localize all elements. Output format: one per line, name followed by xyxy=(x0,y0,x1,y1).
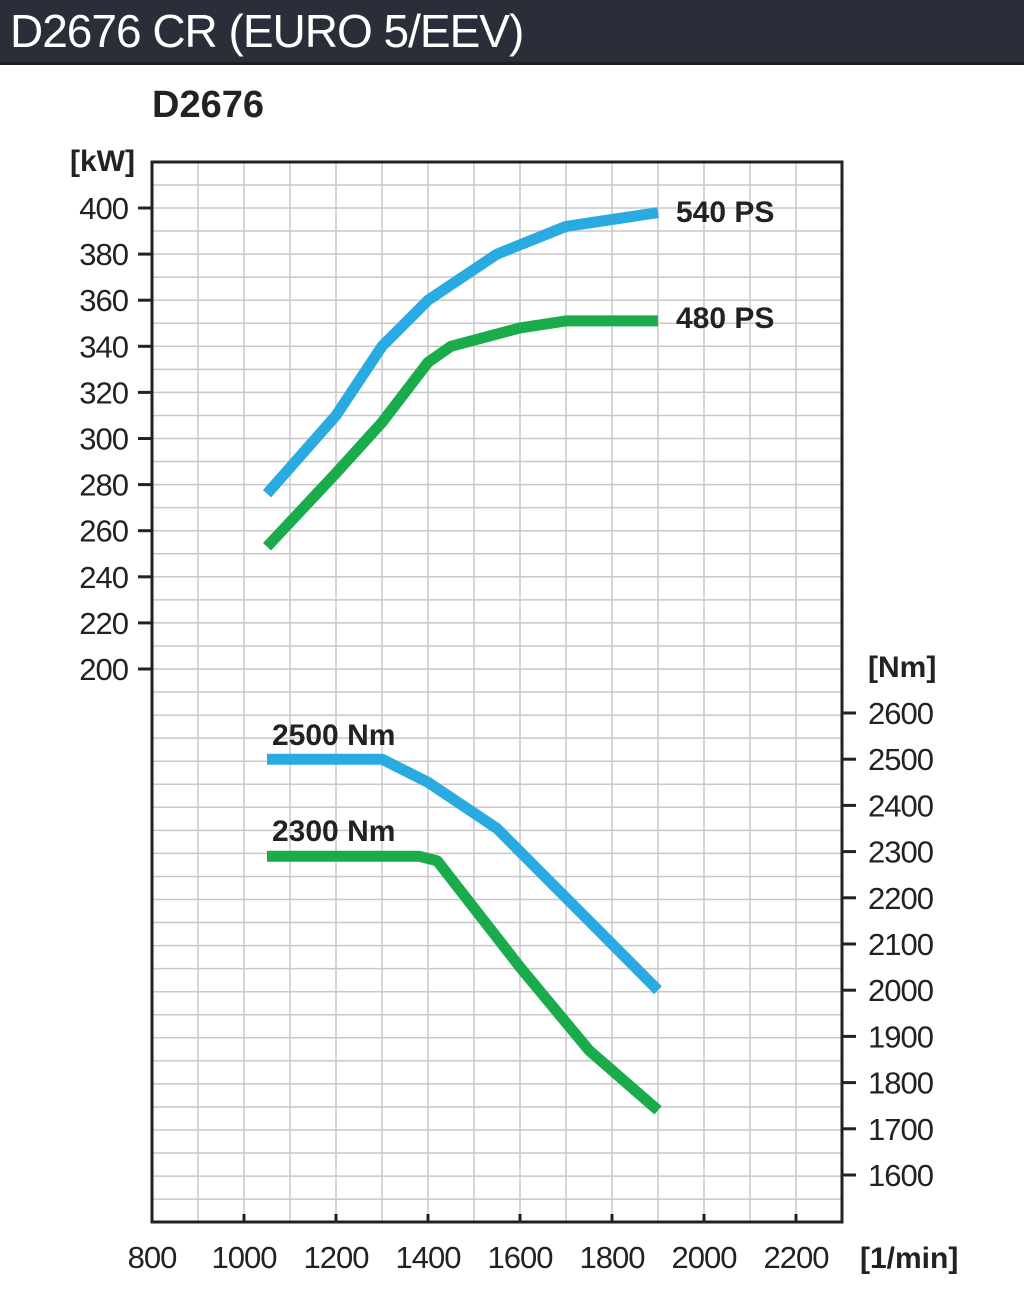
right-tick-label: 1900 xyxy=(868,1019,934,1054)
left-tick-label: 280 xyxy=(79,468,128,503)
x-tick-label: 1800 xyxy=(580,1240,646,1275)
left-tick-label: 360 xyxy=(79,283,128,318)
series-line-480-ps xyxy=(262,315,658,551)
right-tick-label: 1800 xyxy=(868,1066,934,1101)
right-tick-label: 1700 xyxy=(868,1112,934,1147)
x-tick-label: 1600 xyxy=(488,1240,554,1275)
left-tick-label: 400 xyxy=(79,191,128,226)
left-tick-label: 300 xyxy=(79,422,128,457)
left-tick-label: 200 xyxy=(79,652,128,687)
x-tick-label: 800 xyxy=(128,1240,177,1275)
series-label-2500-nm: 2500 Nm xyxy=(272,719,395,752)
series-label-2300-nm: 2300 Nm xyxy=(272,815,395,848)
right-tick-label: 2100 xyxy=(868,927,934,962)
left-tick-label: 340 xyxy=(79,329,128,364)
axes: 800 1000 1200 1400 1600 1800 2000 2200 [1/min] 20… xyxy=(70,145,958,1275)
series-line-2300-nm xyxy=(267,850,662,1115)
x-tick-label: 1400 xyxy=(396,1240,462,1275)
right-tick-label: 2300 xyxy=(868,835,934,870)
x-tick-label: 2200 xyxy=(764,1240,830,1275)
header-bar: D2676 CR (EURO 5/EEV) xyxy=(0,0,1024,65)
engine-performance-chart: D2676 800 1000 1200 1400 1600 1800 2000 2200 [1/… xyxy=(70,84,958,1275)
series-label-540-ps: 540 PS xyxy=(676,196,774,229)
x-axis-unit-label: [1/min] xyxy=(860,1242,958,1275)
series-line-540-ps xyxy=(262,207,659,498)
right-tick-label: 2400 xyxy=(868,788,934,823)
left-axis-unit-label: [kW] xyxy=(70,145,135,178)
x-tick-label: 1000 xyxy=(212,1240,278,1275)
right-tick-label: 2600 xyxy=(868,696,934,731)
left-tick-label: 380 xyxy=(79,237,128,272)
left-tick-label: 220 xyxy=(79,606,128,641)
left-tick-label: 260 xyxy=(79,514,128,549)
series-lines xyxy=(262,207,662,1115)
x-tick-label: 2000 xyxy=(672,1240,738,1275)
grid xyxy=(152,162,842,1222)
page-title: D2676 CR (EURO 5/EEV) xyxy=(10,5,524,57)
chart-title: D2676 xyxy=(152,84,264,126)
right-tick-label: 2500 xyxy=(868,742,934,777)
right-tick-label: 2200 xyxy=(868,881,934,916)
x-tick-label: 1200 xyxy=(304,1240,370,1275)
right-tick-label: 1600 xyxy=(868,1158,934,1193)
left-tick-label: 320 xyxy=(79,375,128,410)
left-tick-label: 240 xyxy=(79,560,128,595)
right-tick-label: 2000 xyxy=(868,973,934,1008)
plot-frame xyxy=(150,160,844,1224)
series-line-2500-nm xyxy=(267,753,662,995)
series-label-480-ps: 480 PS xyxy=(676,302,774,335)
right-axis-unit-label: [Nm] xyxy=(868,651,936,684)
series-labels: 540 PS 480 PS 2500 Nm 2300 Nm xyxy=(272,196,774,848)
